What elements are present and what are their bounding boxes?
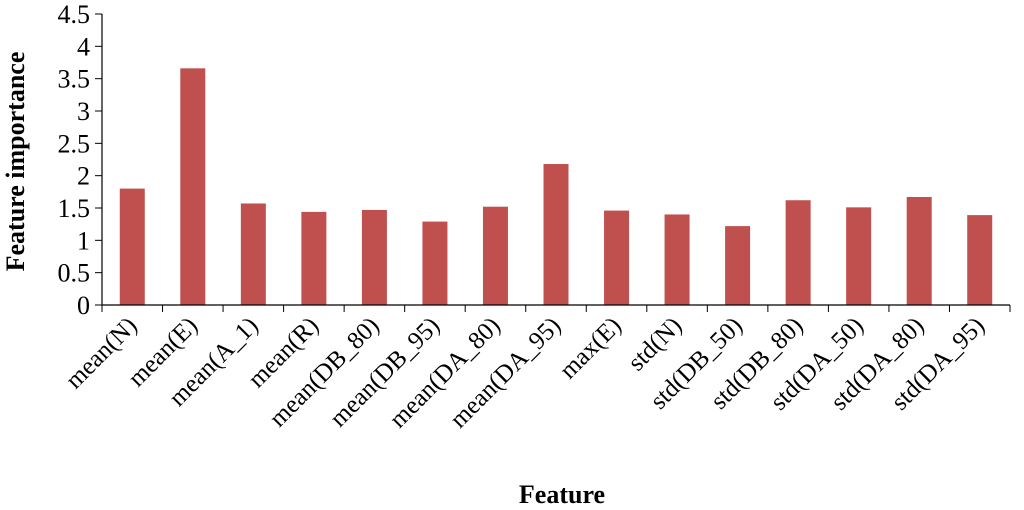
y-tick-label: 1 [77,226,90,255]
y-axis-ticks: 0 0.5 1 1.5 2 2.5 3 3.5 4 4.5 [58,0,102,320]
y-tick-label: 4.5 [58,0,91,29]
bar [180,68,206,305]
bar [301,211,327,305]
y-tick-label: 0 [77,291,90,320]
bar [119,188,145,305]
bar [543,164,569,305]
y-tick-label: 2.5 [58,129,91,158]
bar [422,221,448,305]
bar [967,215,993,305]
bar [482,206,508,305]
bar [361,209,387,305]
y-axis-title: Feature importance [1,52,30,272]
y-tick-label: 4 [77,32,90,61]
bar [725,226,751,305]
bar [240,203,266,305]
bar [846,207,872,305]
bar [664,214,690,305]
bar [906,197,932,305]
y-tick-label: 1.5 [58,194,91,223]
y-tick-label: 3 [77,97,90,126]
bar [785,200,811,305]
y-tick-label: 3.5 [58,65,91,94]
y-tick-label: 0.5 [58,259,91,288]
x-axis-title: Feature [519,480,605,509]
x-axis-ticks: mean(N)mean(E)mean(A_1)mean(R)mean(DB_80… [61,305,1011,433]
bars [119,68,993,305]
y-tick-label: 2 [77,162,90,191]
bar [604,210,630,305]
x-tick-label: mean(N) [61,312,143,394]
x-tick-label: max(E) [555,312,627,384]
